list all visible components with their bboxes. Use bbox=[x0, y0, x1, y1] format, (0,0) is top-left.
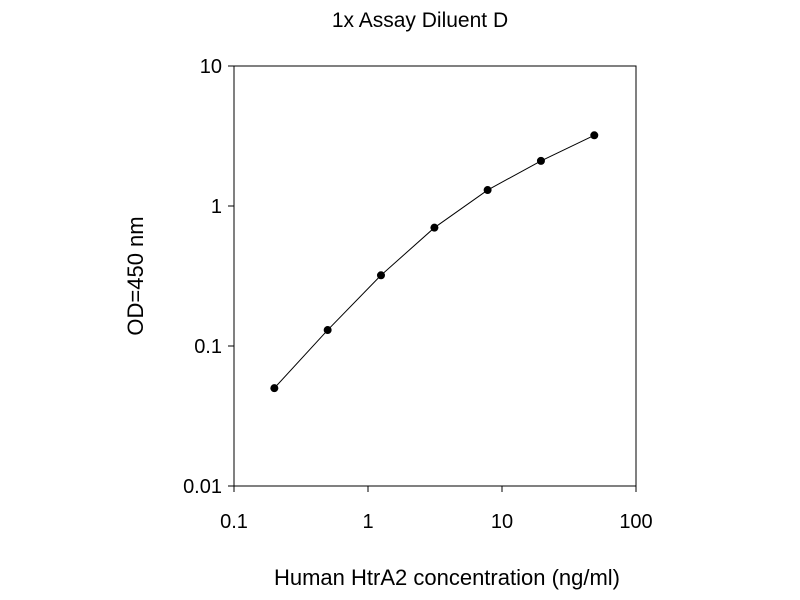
data-points bbox=[270, 131, 599, 393]
x-axis-label: Human HtrA2 concentration (ng/ml) bbox=[274, 565, 620, 590]
chart-title: 1x Assay Diluent D bbox=[332, 9, 508, 32]
y-tick-label: 10 bbox=[200, 56, 222, 78]
data-point bbox=[483, 186, 492, 195]
plot-area-frame bbox=[233, 65, 637, 487]
y-tick-label: 0.01 bbox=[183, 476, 222, 498]
y-tick-label: 1 bbox=[211, 196, 222, 218]
data-point bbox=[536, 156, 545, 165]
x-axis-ticks: 0.1 1 10 100 bbox=[220, 486, 653, 533]
series-line bbox=[273, 134, 595, 389]
data-point bbox=[376, 271, 385, 280]
x-tick-label: 10 bbox=[491, 511, 513, 533]
y-axis-label: OD=450 nm bbox=[123, 216, 148, 335]
data-point bbox=[323, 326, 332, 335]
x-tick-label: 1 bbox=[362, 511, 373, 533]
y-axis-ticks: 0.01 0.1 1 10 bbox=[183, 56, 234, 498]
data-point bbox=[270, 384, 279, 393]
x-tick-label: 0.1 bbox=[220, 511, 248, 533]
y-tick-label: 0.1 bbox=[194, 336, 222, 358]
x-tick-label: 100 bbox=[619, 511, 652, 533]
data-point bbox=[430, 223, 439, 232]
data-point bbox=[590, 131, 599, 140]
